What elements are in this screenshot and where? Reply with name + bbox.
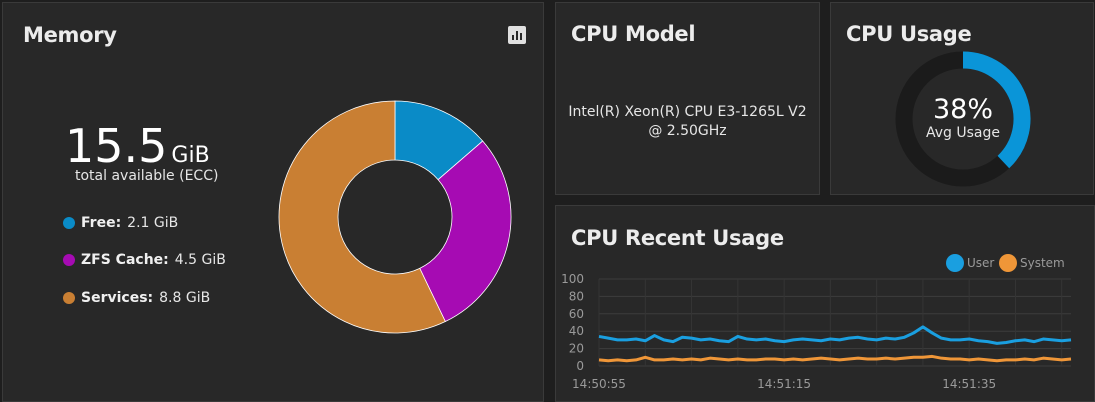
cpu-model-text: Intel(R) Xeon(R) CPU E3-1265L V2 @ 2.50G… xyxy=(556,103,819,141)
legend-dot-free xyxy=(63,217,75,229)
legend-dot-user[interactable] xyxy=(946,254,964,272)
x-tick-label: 14:51:15 xyxy=(757,377,811,391)
y-tick-label: 40 xyxy=(569,324,584,338)
series-line-system xyxy=(598,354,1072,363)
donut-slice-services[interactable] xyxy=(278,100,446,334)
memory-card: Memory 15.5 GiB total available (ECC) Fre… xyxy=(2,2,544,402)
cpu-recent-title: CPU Recent Usage xyxy=(571,226,784,250)
memory-total-value: 15.5 xyxy=(65,119,168,173)
y-tick-label: 80 xyxy=(569,289,584,303)
memory-total-label: total available (ECC) xyxy=(75,168,219,184)
legend-item-zfs-cache: ZFS Cache: 4.5 GiB xyxy=(63,252,226,268)
legend-dot-zfs-cache xyxy=(63,254,75,266)
cpu-usage-label: Avg Usage xyxy=(926,125,1000,141)
cpu-recent-line-chart: 0 20 40 60 80 100 14:50:55 14:51:15 14:51:35 User… xyxy=(561,254,1072,391)
legend-label-services: Services: xyxy=(81,290,154,306)
cpu-usage-gauge xyxy=(895,51,1031,187)
cpu-model-title: CPU Model xyxy=(571,22,696,46)
y-tick-label: 60 xyxy=(569,307,584,321)
legend-label-system[interactable]: System xyxy=(1020,256,1065,270)
bar-chart-icon[interactable] xyxy=(508,26,526,44)
legend-item-free: Free: 2.1 GiB xyxy=(63,215,178,231)
donut-slice-zfs-cache[interactable] xyxy=(419,140,512,323)
memory-donut-chart xyxy=(278,100,512,334)
x-tick-label: 14:51:35 xyxy=(942,377,996,391)
legend-value-services: 8.8 GiB xyxy=(159,290,211,306)
cpu-model-line2: @ 2.50GHz xyxy=(648,123,727,139)
gauge-fill xyxy=(962,51,1031,169)
legend-item-services: Services: 8.8 GiB xyxy=(63,290,210,306)
y-tick-label: 0 xyxy=(576,359,584,373)
legend-value-free: 2.1 GiB xyxy=(127,215,179,231)
cpu-usage-card: CPU Usage 38% Avg Usage xyxy=(830,2,1094,195)
legend-label-zfs-cache: ZFS Cache: xyxy=(81,252,169,268)
legend-dot-system[interactable] xyxy=(999,254,1017,272)
legend-label-free: Free: xyxy=(81,215,122,231)
cpu-usage-title: CPU Usage xyxy=(846,22,972,46)
cpu-usage-percent: 38% xyxy=(932,94,993,125)
y-tick-label: 20 xyxy=(569,342,584,356)
memory-total: 15.5 GiB xyxy=(65,119,210,173)
series-line-user xyxy=(598,325,1072,345)
legend-value-zfs-cache: 4.5 GiB xyxy=(174,252,226,268)
y-tick-label: 100 xyxy=(561,272,584,286)
legend-label-user[interactable]: User xyxy=(967,256,994,270)
memory-title: Memory xyxy=(23,23,117,47)
legend-dot-services xyxy=(63,292,75,304)
cpu-model-card: CPU Model Intel(R) Xeon(R) CPU E3-1265L … xyxy=(555,2,820,195)
x-tick-label: 14:50:55 xyxy=(572,377,626,391)
cpu-model-line1: Intel(R) Xeon(R) CPU E3-1265L V2 xyxy=(568,104,807,120)
memory-total-unit: GiB xyxy=(171,143,210,168)
cpu-recent-card: CPU Recent Usage 0 20 40 60 80 100 14:50:55 14:… xyxy=(555,205,1095,402)
